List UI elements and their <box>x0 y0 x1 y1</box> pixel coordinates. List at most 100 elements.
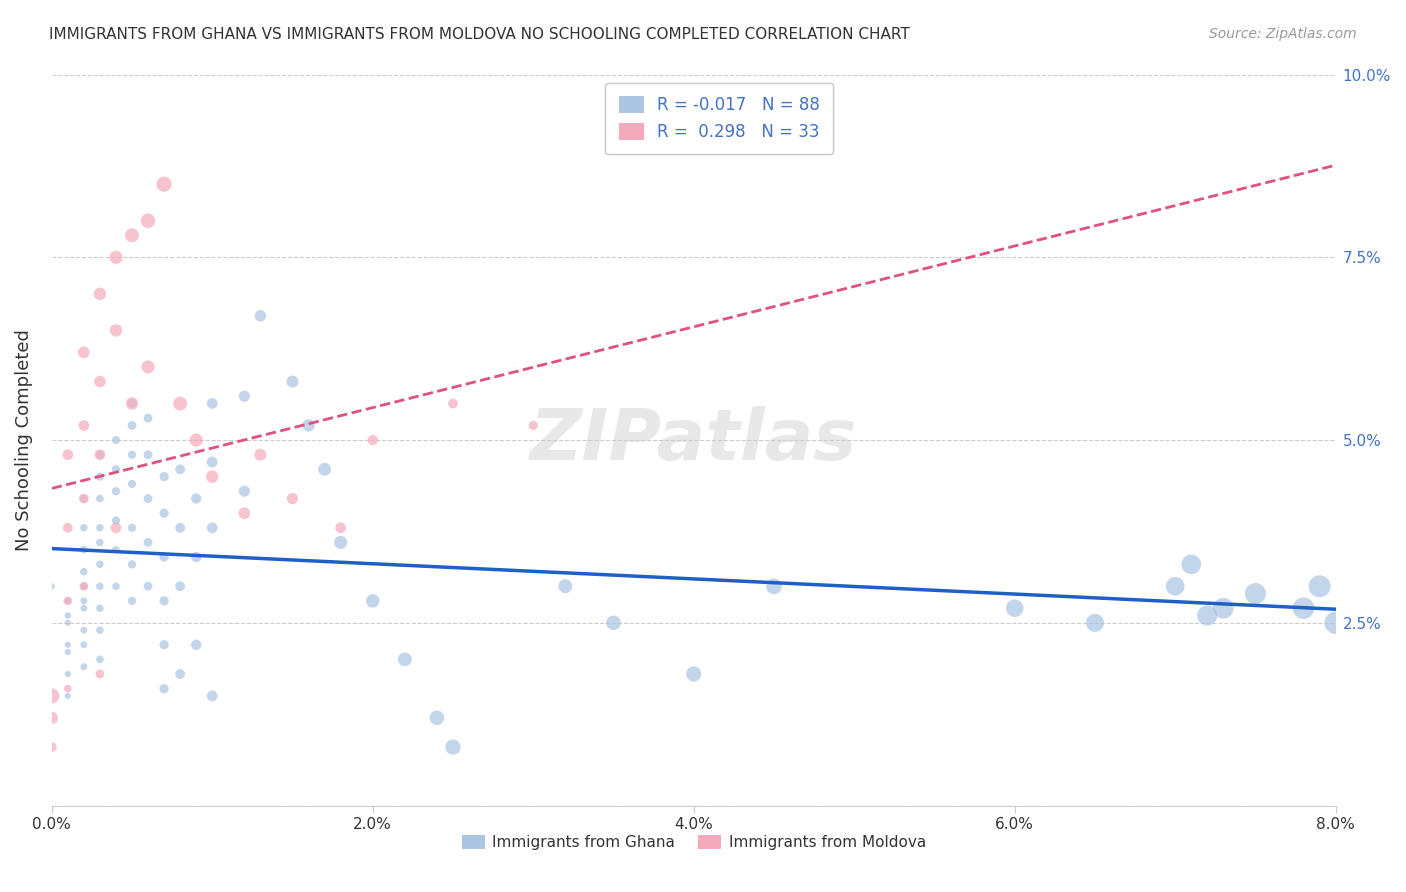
Immigrants from Moldova <box>41 689 63 703</box>
Immigrants from Ghana <box>201 521 224 535</box>
Immigrants from Ghana <box>104 579 127 593</box>
Immigrants from Moldova <box>522 418 544 433</box>
Immigrants from Moldova <box>201 469 224 483</box>
Immigrants from Moldova <box>89 375 111 389</box>
Immigrants from Ghana <box>153 506 176 520</box>
Immigrants from Ghana <box>56 638 79 652</box>
Immigrants from Moldova <box>89 667 111 681</box>
Immigrants from Ghana <box>136 448 159 462</box>
Immigrants from Moldova <box>361 433 384 447</box>
Immigrants from Ghana <box>73 542 96 557</box>
Immigrants from Ghana <box>201 455 224 469</box>
Immigrants from Ghana <box>73 623 96 637</box>
Immigrants from Ghana <box>394 652 416 666</box>
Immigrants from Ghana <box>121 396 143 410</box>
Immigrants from Moldova <box>281 491 304 506</box>
Immigrants from Ghana <box>104 484 127 499</box>
Immigrants from Ghana <box>89 623 111 637</box>
Immigrants from Moldova <box>73 491 96 506</box>
Immigrants from Moldova <box>441 396 464 410</box>
Immigrants from Moldova <box>41 740 63 755</box>
Immigrants from Ghana <box>89 491 111 506</box>
Immigrants from Ghana <box>56 667 79 681</box>
Immigrants from Ghana <box>1164 579 1187 593</box>
Immigrants from Ghana <box>426 711 449 725</box>
Immigrants from Ghana <box>104 433 127 447</box>
Immigrants from Ghana <box>1292 601 1315 615</box>
Immigrants from Ghana <box>89 469 111 483</box>
Immigrants from Moldova <box>153 177 176 191</box>
Immigrants from Ghana <box>121 477 143 491</box>
Immigrants from Ghana <box>297 418 319 433</box>
Text: Source: ZipAtlas.com: Source: ZipAtlas.com <box>1209 27 1357 41</box>
Legend: R = -0.017   N = 88, R =  0.298   N = 33: R = -0.017 N = 88, R = 0.298 N = 33 <box>606 83 834 154</box>
Immigrants from Moldova <box>136 213 159 227</box>
Immigrants from Ghana <box>233 389 256 403</box>
Immigrants from Ghana <box>73 638 96 652</box>
Immigrants from Moldova <box>136 359 159 374</box>
Immigrants from Moldova <box>56 594 79 608</box>
Immigrants from Ghana <box>73 491 96 506</box>
Immigrants from Ghana <box>89 448 111 462</box>
Immigrants from Ghana <box>201 689 224 703</box>
Immigrants from Ghana <box>153 469 176 483</box>
Immigrants from Ghana <box>602 615 624 630</box>
Immigrants from Moldova <box>169 396 191 410</box>
Immigrants from Ghana <box>169 579 191 593</box>
Immigrants from Ghana <box>136 535 159 549</box>
Immigrants from Moldova <box>41 711 63 725</box>
Immigrants from Ghana <box>1197 608 1219 623</box>
Immigrants from Moldova <box>329 521 352 535</box>
Immigrants from Ghana <box>1244 586 1267 600</box>
Immigrants from Ghana <box>682 667 704 681</box>
Text: ZIPatlas: ZIPatlas <box>530 406 858 475</box>
Immigrants from Ghana <box>121 558 143 572</box>
Immigrants from Moldova <box>186 433 208 447</box>
Y-axis label: No Schooling Completed: No Schooling Completed <box>15 329 32 551</box>
Immigrants from Ghana <box>73 601 96 615</box>
Immigrants from Ghana <box>1004 601 1026 615</box>
Immigrants from Moldova <box>89 286 111 301</box>
Immigrants from Moldova <box>121 396 143 410</box>
Immigrants from Ghana <box>73 659 96 673</box>
Immigrants from Ghana <box>1084 615 1107 630</box>
Immigrants from Moldova <box>73 579 96 593</box>
Immigrants from Ghana <box>104 542 127 557</box>
Immigrants from Ghana <box>762 579 785 593</box>
Immigrants from Moldova <box>73 418 96 433</box>
Immigrants from Ghana <box>56 689 79 703</box>
Immigrants from Ghana <box>121 594 143 608</box>
Immigrants from Ghana <box>89 521 111 535</box>
Immigrants from Ghana <box>136 491 159 506</box>
Immigrants from Ghana <box>201 396 224 410</box>
Immigrants from Moldova <box>89 448 111 462</box>
Immigrants from Ghana <box>1212 601 1234 615</box>
Immigrants from Ghana <box>41 579 63 593</box>
Immigrants from Ghana <box>314 462 336 476</box>
Immigrants from Ghana <box>136 411 159 425</box>
Immigrants from Ghana <box>441 740 464 755</box>
Immigrants from Ghana <box>104 513 127 527</box>
Immigrants from Ghana <box>361 594 384 608</box>
Immigrants from Ghana <box>56 608 79 623</box>
Immigrants from Ghana <box>56 645 79 659</box>
Immigrants from Moldova <box>56 681 79 696</box>
Immigrants from Moldova <box>56 448 79 462</box>
Immigrants from Ghana <box>186 549 208 564</box>
Immigrants from Moldova <box>104 521 127 535</box>
Immigrants from Ghana <box>281 375 304 389</box>
Immigrants from Ghana <box>73 594 96 608</box>
Immigrants from Ghana <box>153 681 176 696</box>
Immigrants from Ghana <box>554 579 576 593</box>
Immigrants from Moldova <box>121 228 143 243</box>
Immigrants from Ghana <box>249 309 271 323</box>
Immigrants from Ghana <box>153 594 176 608</box>
Immigrants from Ghana <box>169 667 191 681</box>
Immigrants from Ghana <box>153 638 176 652</box>
Immigrants from Ghana <box>56 594 79 608</box>
Immigrants from Ghana <box>89 535 111 549</box>
Immigrants from Ghana <box>1180 558 1202 572</box>
Immigrants from Ghana <box>1324 615 1347 630</box>
Immigrants from Ghana <box>73 565 96 579</box>
Immigrants from Ghana <box>169 462 191 476</box>
